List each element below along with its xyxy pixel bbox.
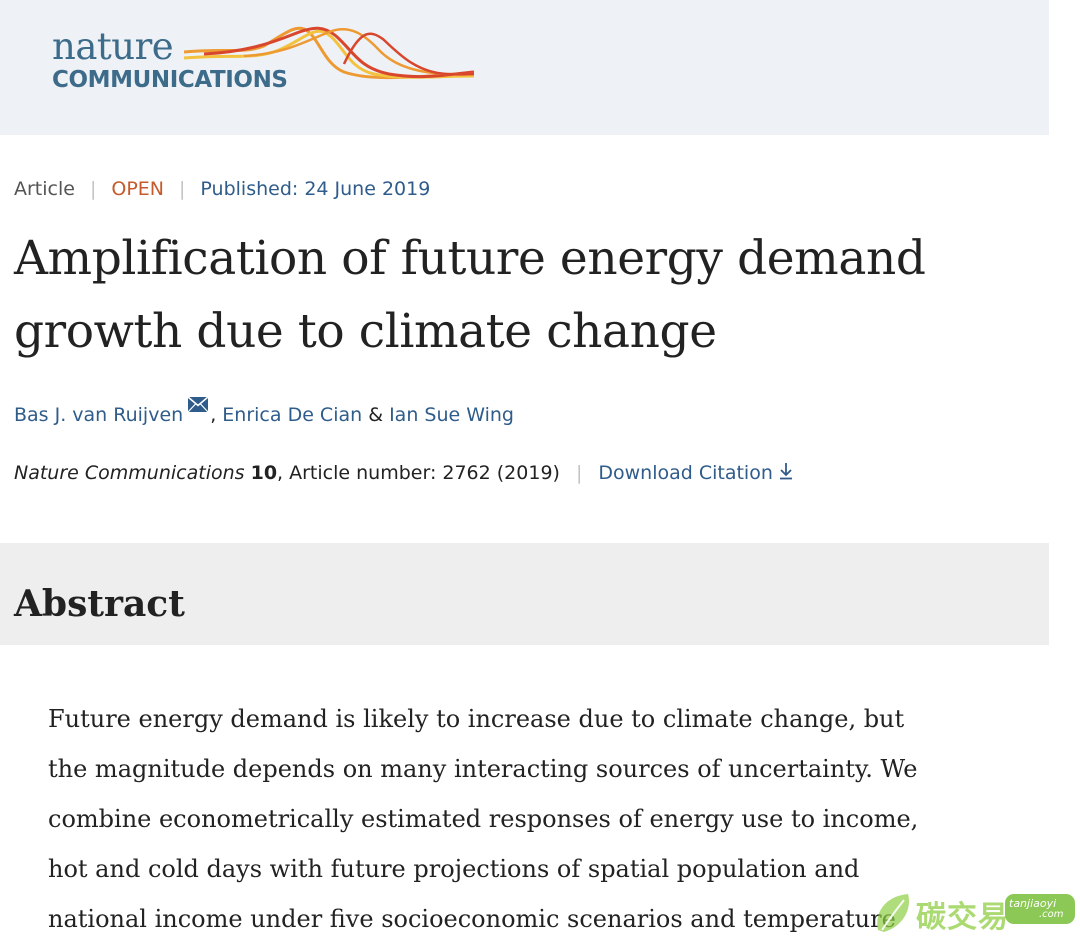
download-citation-link[interactable]: Download Citation: [598, 462, 793, 484]
journal-logo[interactable]: nature COMMUNICATIONS: [52, 24, 474, 104]
open-access-label: OPEN: [111, 178, 164, 200]
title-line: growth due to climate change: [14, 304, 717, 359]
abstract-line: hot and cold days with future projection…: [48, 855, 860, 883]
abstract-line: Future energy demand is likely to increa…: [48, 705, 905, 733]
abstract-header-band: [0, 543, 1049, 645]
logo-waves-graphic: [184, 26, 474, 80]
download-arrow-icon: [779, 463, 792, 480]
citation-divider: |: [575, 462, 583, 484]
site-watermark: 碳交易 tanjiaoyi .com: [872, 886, 1076, 942]
article-type: Article: [14, 178, 75, 200]
watermark-badge: tanjiaoyi .com: [1005, 894, 1075, 924]
journal-header: nature COMMUNICATIONS: [0, 0, 1049, 135]
volume-number: 10: [250, 462, 278, 484]
author-link[interactable]: Bas J. van Ruijven: [14, 404, 184, 426]
title-line: Amplification of future energy demand: [14, 231, 926, 286]
watermark-text: 碳交易: [916, 900, 1009, 935]
article-meta: Article | OPEN | Published: 24 June 2019: [14, 176, 430, 202]
abstract-heading: Abstract: [14, 583, 185, 625]
author-list: Bas J. van Ruijven , Enrica De Cian & Ia…: [14, 396, 514, 426]
logo-word-communications: COMMUNICATIONS: [52, 67, 288, 93]
logo-word-nature: nature: [52, 25, 174, 68]
mail-icon[interactable]: [187, 396, 209, 413]
author-separator: ,: [210, 404, 217, 426]
author-separator: &: [368, 404, 384, 426]
watermark-badge-bottom: .com: [1039, 909, 1064, 920]
abstract-line: national income under five socioeconomic…: [48, 905, 896, 933]
article-title: Amplification of future energy demand gr…: [14, 222, 1024, 368]
meta-divider: |: [179, 178, 186, 200]
download-citation-label: Download Citation: [598, 462, 773, 484]
abstract-line: combine econometrically estimated respon…: [48, 805, 919, 833]
meta-divider: |: [89, 178, 97, 200]
author-link[interactable]: Enrica De Cian: [222, 404, 363, 426]
citation-line: Nature Communications 10, Article number…: [14, 462, 793, 484]
journal-name: Nature Communications: [14, 462, 245, 484]
abstract-text: Future energy demand is likely to increa…: [48, 694, 1058, 944]
watermark-badge-top: tanjiaoyi: [1009, 897, 1057, 910]
abstract-line: the magnitude depends on many interactin…: [48, 755, 918, 783]
leaf-logo-icon: [877, 894, 909, 932]
published-date: Published: 24 June 2019: [200, 178, 431, 200]
author-link[interactable]: Ian Sue Wing: [389, 404, 514, 426]
article-number: , Article number: 2762 (2019): [277, 462, 560, 484]
